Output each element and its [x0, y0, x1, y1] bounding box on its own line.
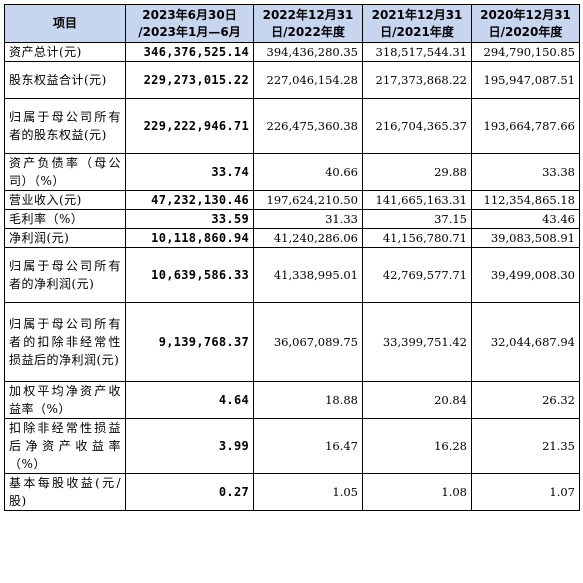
value-2022: 394,436,280.35: [253, 42, 363, 62]
value-2021: 216,704,365.37: [362, 98, 472, 154]
value-2020: 294,790,150.85: [471, 42, 580, 62]
value-2021: 16.28: [362, 418, 472, 474]
header-text: 2020年12月31 日/2020年度: [480, 7, 571, 39]
value-2023h1: 346,376,525.14: [125, 42, 254, 62]
value-2020: 112,354,865.18: [471, 190, 580, 210]
value-2020: 26.32: [471, 381, 580, 419]
header-text: 2022年12月31 日/2022年度: [262, 7, 354, 39]
value-2020: 21.35: [471, 418, 580, 474]
row-label: 归属于母公司所有者的股东权益(元): [4, 98, 126, 154]
value-2023h1: 229,222,946.71: [125, 98, 254, 154]
value-2021: 42,769,577.71: [362, 247, 472, 303]
value-2020: 32,044,687.94: [471, 302, 580, 382]
row-label: 归属于母公司所有者的扣除非经常性损益后的净利润(元): [4, 302, 126, 382]
value-2021: 41,156,780.71: [362, 228, 472, 248]
header-text: 2023年6月30日/2023年1月—6月: [138, 7, 241, 39]
value-2023h1: 4.64: [125, 381, 254, 419]
header-2021: 2021年12月31 日/2021年度: [362, 4, 472, 43]
value-2023h1: 0.27: [125, 473, 254, 511]
value-2020: 39,499,008.30: [471, 247, 580, 303]
table-row-net-profit: 净利润(元) 10,118,860.94 41,240,286.06 41,15…: [4, 228, 580, 248]
value-2022: 41,240,286.06: [253, 228, 363, 248]
table-row-parent-net-profit-excl: 归属于母公司所有者的扣除非经常性损益后的净利润(元) 9,139,768.37 …: [4, 302, 580, 382]
value-2023h1: 10,118,860.94: [125, 228, 254, 248]
value-2020: 193,664,787.66: [471, 98, 580, 154]
value-2021: 29.88: [362, 153, 472, 191]
value-2020: 39,083,508.91: [471, 228, 580, 248]
value-2021: 141,665,163.31: [362, 190, 472, 210]
table-row-eps: 基本每股收益(元/股) 0.27 1.05 1.08 1.07: [4, 473, 580, 511]
value-2022: 36,067,089.75: [253, 302, 363, 382]
row-label: 归属于母公司所有者的净利润(元): [4, 247, 126, 303]
value-2022: 227,046,154.28: [253, 61, 363, 99]
row-label: 毛利率（%）: [4, 209, 126, 229]
row-label: 加权平均净资产收益率（%）: [4, 381, 126, 419]
financial-summary-table-container: 项目 2023年6月30日/2023年1月—6月 2022年12月31 日/202…: [4, 4, 580, 511]
table-row-parent-equity: 归属于母公司所有者的股东权益(元) 229,222,946.71 226,475…: [4, 98, 580, 154]
header-row: 项目 2023年6月30日/2023年1月—6月 2022年12月31 日/202…: [4, 4, 580, 43]
row-label: 扣除非经常性损益后净资产收益率（%）: [4, 418, 126, 474]
header-2020: 2020年12月31 日/2020年度: [471, 4, 580, 43]
value-2020: 195,947,087.51: [471, 61, 580, 99]
value-2022: 16.47: [253, 418, 363, 474]
value-2020: 33.38: [471, 153, 580, 191]
value-2023h1: 33.74: [125, 153, 254, 191]
value-2020: 43.46: [471, 209, 580, 229]
table-row-parent-net-profit: 归属于母公司所有者的净利润(元) 10,639,586.33 41,338,99…: [4, 247, 580, 303]
value-2022: 18.88: [253, 381, 363, 419]
table-row-total-assets: 资产总计(元) 346,376,525.14 394,436,280.35 31…: [4, 42, 580, 62]
table-row-debt-ratio: 资产负债率（母公司）（%） 33.74 40.66 29.88 33.38: [4, 153, 580, 191]
value-2023h1: 3.99: [125, 418, 254, 474]
row-label: 资产负债率（母公司）（%）: [4, 153, 126, 191]
financial-summary-table: 项目 2023年6月30日/2023年1月—6月 2022年12月31 日/202…: [4, 4, 580, 511]
value-2023h1: 33.59: [125, 209, 254, 229]
value-2022: 197,624,210.50: [253, 190, 363, 210]
row-label: 营业收入(元): [4, 190, 126, 210]
value-2022: 226,475,360.38: [253, 98, 363, 154]
row-label: 净利润(元): [4, 228, 126, 248]
value-2023h1: 9,139,768.37: [125, 302, 254, 382]
header-2022: 2022年12月31 日/2022年度: [253, 4, 363, 43]
value-2021: 20.84: [362, 381, 472, 419]
header-item: 项目: [4, 4, 126, 43]
value-2022: 31.33: [253, 209, 363, 229]
value-2021: 1.08: [362, 473, 472, 511]
header-2023h1: 2023年6月30日/2023年1月—6月: [125, 4, 254, 43]
header-text: 2021年12月31 日/2021年度: [371, 7, 463, 39]
value-2021: 318,517,544.31: [362, 42, 472, 62]
table-row-roe-excl: 扣除非经常性损益后净资产收益率（%） 3.99 16.47 16.28 21.3…: [4, 418, 580, 474]
value-2021: 217,373,868.22: [362, 61, 472, 99]
table-row-revenue: 营业收入(元) 47,232,130.46 197,624,210.50 141…: [4, 190, 580, 210]
value-2021: 37.15: [362, 209, 472, 229]
value-2023h1: 229,273,015.22: [125, 61, 254, 99]
table-row-weighted-roe: 加权平均净资产收益率（%） 4.64 18.88 20.84 26.32: [4, 381, 580, 419]
value-2022: 40.66: [253, 153, 363, 191]
row-label: 股东权益合计(元): [4, 61, 126, 99]
value-2022: 41,338,995.01: [253, 247, 363, 303]
table-row-gross-margin: 毛利率（%） 33.59 31.33 37.15 43.46: [4, 209, 580, 229]
table-row-total-equity: 股东权益合计(元) 229,273,015.22 227,046,154.28 …: [4, 61, 580, 99]
value-2020: 1.07: [471, 473, 580, 511]
row-label: 基本每股收益(元/股): [4, 473, 126, 511]
value-2022: 1.05: [253, 473, 363, 511]
value-2023h1: 47,232,130.46: [125, 190, 254, 210]
row-label: 资产总计(元): [4, 42, 126, 62]
value-2021: 33,399,751.42: [362, 302, 472, 382]
value-2023h1: 10,639,586.33: [125, 247, 254, 303]
